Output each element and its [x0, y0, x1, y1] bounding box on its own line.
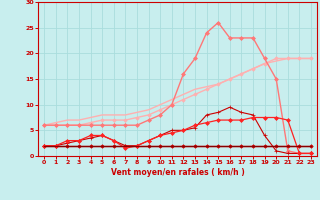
X-axis label: Vent moyen/en rafales ( km/h ): Vent moyen/en rafales ( km/h ) [111, 168, 244, 177]
